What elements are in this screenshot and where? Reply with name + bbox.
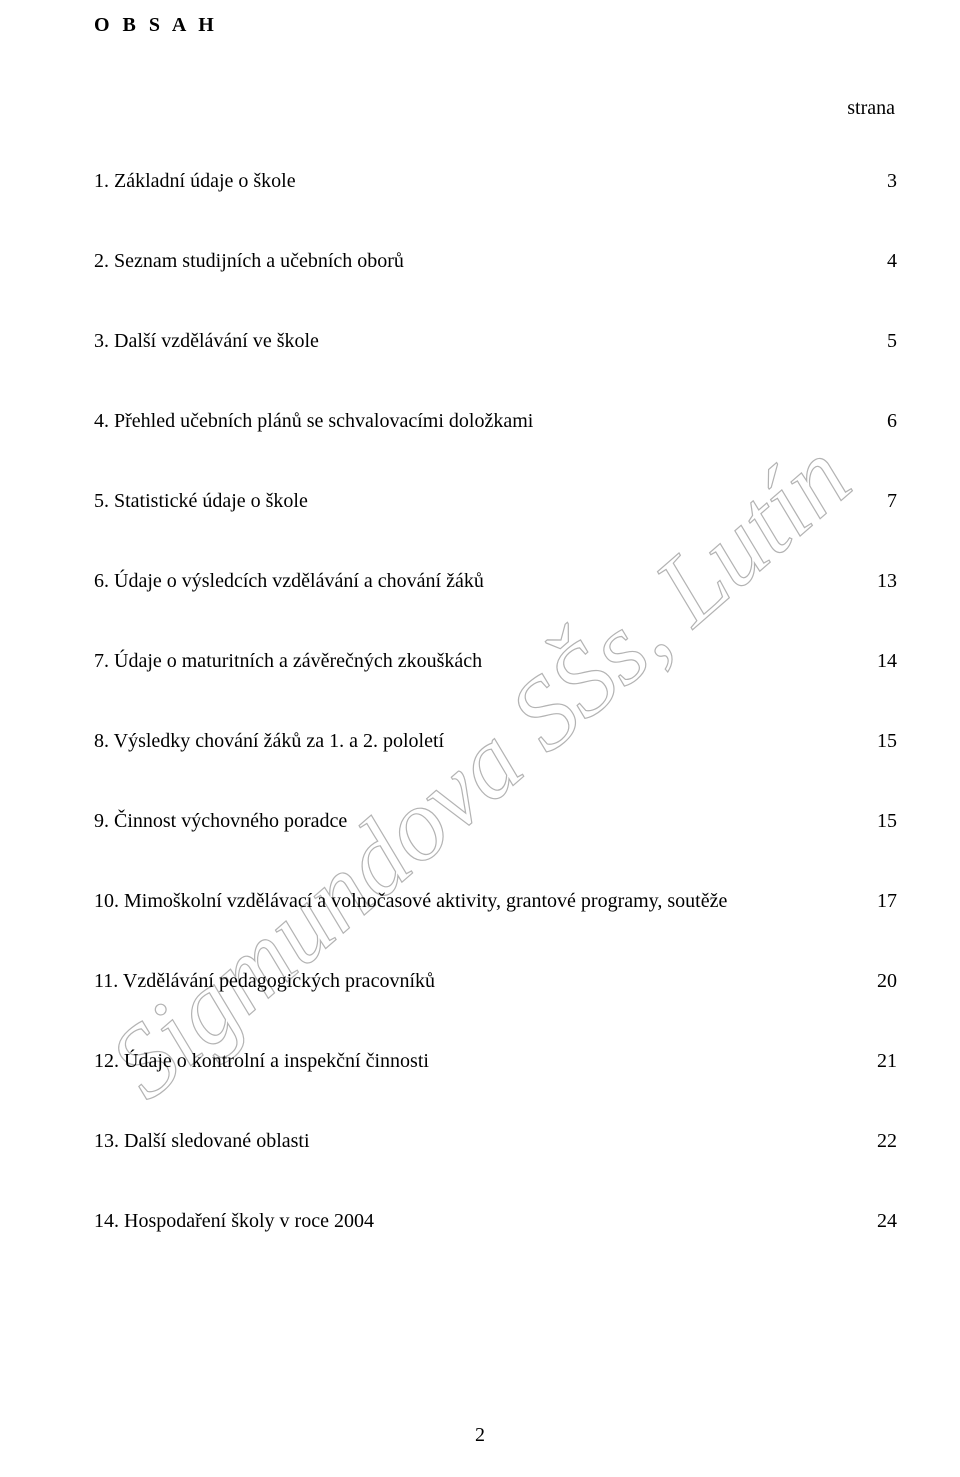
toc-page: 21 [857, 1050, 897, 1073]
column-header-strana: strana [94, 97, 897, 120]
toc-page: 15 [857, 730, 897, 753]
toc-row: 3. Další vzdělávání ve škole 5 [94, 330, 897, 353]
toc-page: 17 [857, 890, 897, 913]
toc-label: 12. Údaje o kontrolní a inspekční činnos… [94, 1050, 857, 1073]
toc-label: 6. Údaje o výsledcích vzdělávání a chová… [94, 570, 857, 593]
toc-row: 6. Údaje o výsledcích vzdělávání a chová… [94, 570, 897, 593]
toc-label: 1. Základní údaje o škole [94, 170, 857, 193]
toc-page: 20 [857, 970, 897, 993]
toc-row: 1. Základní údaje o škole 3 [94, 170, 897, 193]
toc-row: 10. Mimoškolní vzdělávací a volnočasové … [94, 890, 897, 913]
toc-label: 14. Hospodaření školy v roce 2004 [94, 1210, 857, 1233]
toc-page: 5 [857, 330, 897, 353]
toc-label: 5. Statistické údaje o škole [94, 490, 857, 513]
toc-row: 9. Činnost výchovného poradce 15 [94, 810, 897, 833]
toc-page: 7 [857, 490, 897, 513]
toc-page: 4 [857, 250, 897, 273]
toc-row: 13. Další sledované oblasti 22 [94, 1130, 897, 1153]
toc-row: 8. Výsledky chování žáků za 1. a 2. polo… [94, 730, 897, 753]
toc-row: 14. Hospodaření školy v roce 2004 24 [94, 1210, 897, 1233]
toc-row: 12. Údaje o kontrolní a inspekční činnos… [94, 1050, 897, 1073]
toc-label: 9. Činnost výchovného poradce [94, 810, 857, 833]
toc-label: 4. Přehled učebních plánů se schvalovací… [94, 410, 857, 433]
toc-label: 11. Vzdělávání pedagogických pracovníků [94, 970, 857, 993]
toc-label: 3. Další vzdělávání ve škole [94, 330, 857, 353]
footer-page-number: 2 [475, 1424, 485, 1447]
toc-label: 13. Další sledované oblasti [94, 1130, 857, 1153]
toc-row: 4. Přehled učebních plánů se schvalovací… [94, 410, 897, 433]
content-area: O B S A H strana 1. Základní údaje o ško… [94, 14, 897, 1233]
toc-page: 6 [857, 410, 897, 433]
toc-page: 15 [857, 810, 897, 833]
toc-label: 8. Výsledky chování žáků za 1. a 2. polo… [94, 730, 857, 753]
toc-page: 14 [857, 650, 897, 673]
toc-row: 7. Údaje o maturitních a závěrečných zko… [94, 650, 897, 673]
toc-row: 2. Seznam studijních a učebních oborů 4 [94, 250, 897, 273]
toc-row: 11. Vzdělávání pedagogických pracovníků … [94, 970, 897, 993]
toc-page: 24 [857, 1210, 897, 1233]
heading-obsah: O B S A H [94, 14, 897, 37]
toc-page: 13 [857, 570, 897, 593]
toc-label: 10. Mimoškolní vzdělávací a volnočasové … [94, 890, 857, 913]
toc-page: 3 [857, 170, 897, 193]
toc-label: 7. Údaje o maturitních a závěrečných zko… [94, 650, 857, 673]
toc-label: 2. Seznam studijních a učebních oborů [94, 250, 857, 273]
toc-page: 22 [857, 1130, 897, 1153]
toc-row: 5. Statistické údaje o škole 7 [94, 490, 897, 513]
